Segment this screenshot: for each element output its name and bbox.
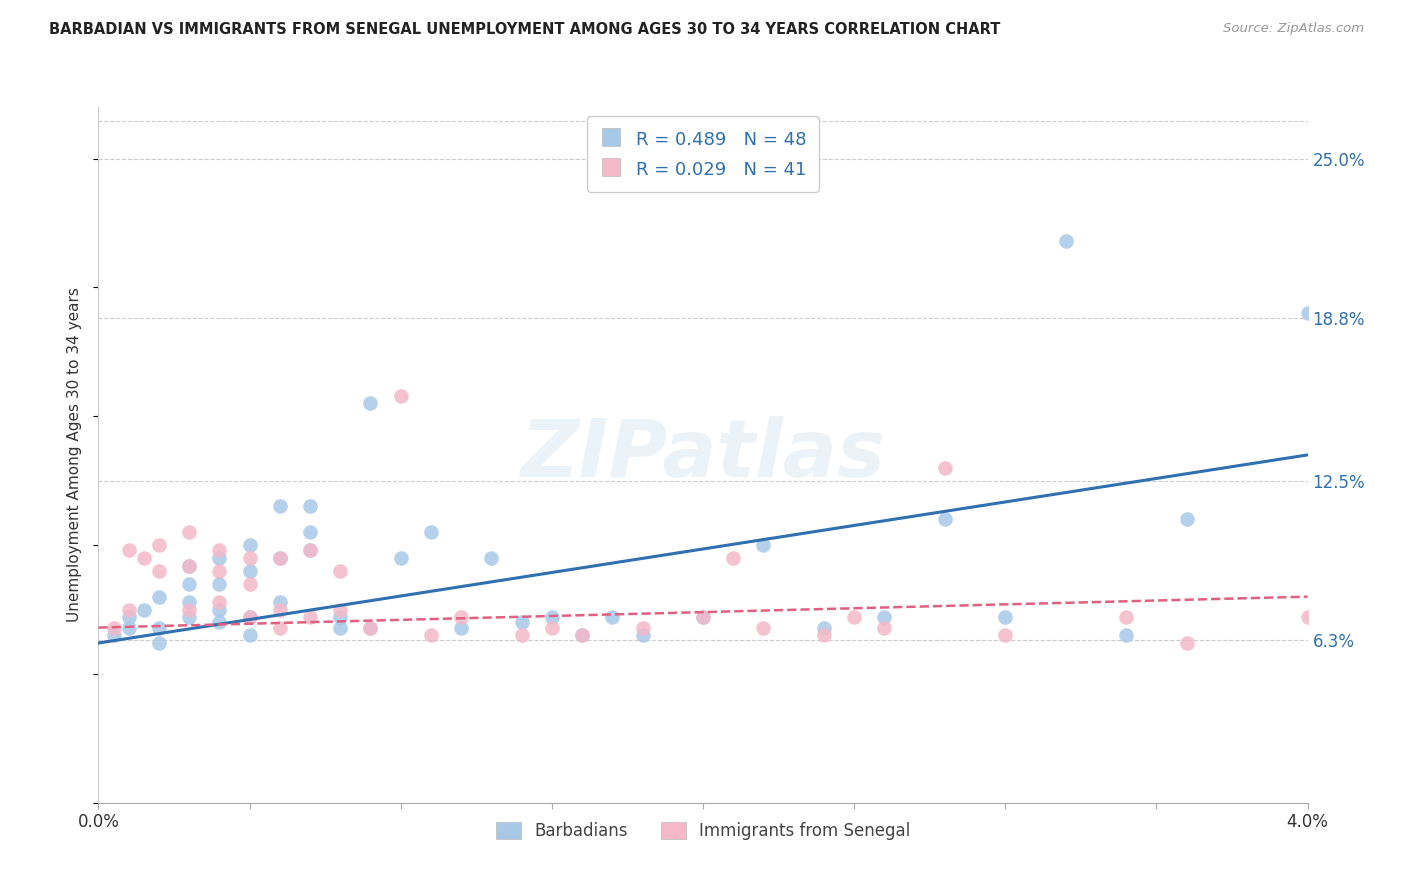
Barbadians (208, 576, 231, 591)
Barbadians (1175, 512, 1198, 526)
Immigrants from Senegal (269, 602, 291, 616)
Immigrants from Senegal (1115, 610, 1137, 624)
Immigrants from Senegal (631, 621, 654, 635)
Immigrants from Senegal (723, 551, 745, 566)
Immigrants from Senegal (329, 602, 352, 616)
Barbadians (239, 564, 262, 578)
Immigrants from Senegal (571, 628, 593, 642)
Barbadians (329, 621, 352, 635)
Barbadians (389, 551, 412, 566)
Barbadians (994, 610, 1017, 624)
Barbadians (299, 500, 322, 514)
Immigrants from Senegal (179, 602, 201, 616)
Barbadians (420, 525, 443, 540)
Immigrants from Senegal (1296, 610, 1319, 624)
Immigrants from Senegal (540, 621, 562, 635)
Barbadians (360, 396, 382, 410)
Immigrants from Senegal (269, 551, 291, 566)
Immigrants from Senegal (208, 564, 231, 578)
Barbadians (239, 610, 262, 624)
Barbadians (1054, 234, 1077, 248)
Barbadians (208, 615, 231, 630)
Immigrants from Senegal (510, 628, 533, 642)
Immigrants from Senegal (208, 595, 231, 609)
Barbadians (934, 512, 956, 526)
Text: BARBADIAN VS IMMIGRANTS FROM SENEGAL UNEMPLOYMENT AMONG AGES 30 TO 34 YEARS CORR: BARBADIAN VS IMMIGRANTS FROM SENEGAL UNE… (49, 22, 1001, 37)
Immigrants from Senegal (118, 602, 141, 616)
Legend: Barbadians, Immigrants from Senegal: Barbadians, Immigrants from Senegal (489, 815, 917, 847)
Barbadians (269, 551, 291, 566)
Barbadians (813, 621, 835, 635)
Barbadians (103, 628, 125, 642)
Barbadians (118, 621, 141, 635)
Barbadians (1296, 306, 1319, 320)
Immigrants from Senegal (813, 628, 835, 642)
Immigrants from Senegal (934, 460, 956, 475)
Barbadians (148, 590, 170, 604)
Barbadians (239, 538, 262, 552)
Immigrants from Senegal (329, 564, 352, 578)
Immigrants from Senegal (179, 525, 201, 540)
Immigrants from Senegal (179, 558, 201, 573)
Immigrants from Senegal (994, 628, 1017, 642)
Barbadians (208, 602, 231, 616)
Immigrants from Senegal (1175, 636, 1198, 650)
Barbadians (269, 595, 291, 609)
Barbadians (148, 636, 170, 650)
Immigrants from Senegal (118, 543, 141, 558)
Barbadians (1115, 628, 1137, 642)
Immigrants from Senegal (239, 551, 262, 566)
Immigrants from Senegal (450, 610, 472, 624)
Barbadians (269, 500, 291, 514)
Immigrants from Senegal (420, 628, 443, 642)
Immigrants from Senegal (148, 538, 170, 552)
Barbadians (510, 615, 533, 630)
Text: ZIPatlas: ZIPatlas (520, 416, 886, 494)
Immigrants from Senegal (239, 576, 262, 591)
Barbadians (631, 628, 654, 642)
Immigrants from Senegal (148, 564, 170, 578)
Barbadians (752, 538, 775, 552)
Barbadians (540, 610, 562, 624)
Text: Source: ZipAtlas.com: Source: ZipAtlas.com (1223, 22, 1364, 36)
Barbadians (148, 621, 170, 635)
Barbadians (179, 610, 201, 624)
Barbadians (571, 628, 593, 642)
Barbadians (179, 595, 201, 609)
Immigrants from Senegal (299, 610, 322, 624)
Barbadians (481, 551, 503, 566)
Immigrants from Senegal (299, 543, 322, 558)
Barbadians (602, 610, 624, 624)
Barbadians (179, 576, 201, 591)
Barbadians (118, 610, 141, 624)
Barbadians (299, 525, 322, 540)
Immigrants from Senegal (752, 621, 775, 635)
Barbadians (692, 610, 714, 624)
Immigrants from Senegal (239, 610, 262, 624)
Immigrants from Senegal (389, 389, 412, 403)
Immigrants from Senegal (844, 610, 866, 624)
Immigrants from Senegal (269, 621, 291, 635)
Barbadians (239, 628, 262, 642)
Immigrants from Senegal (103, 621, 125, 635)
Barbadians (873, 610, 896, 624)
Immigrants from Senegal (692, 610, 714, 624)
Immigrants from Senegal (360, 621, 382, 635)
Barbadians (208, 551, 231, 566)
Barbadians (132, 602, 155, 616)
Barbadians (179, 558, 201, 573)
Barbadians (360, 621, 382, 635)
Barbadians (299, 543, 322, 558)
Immigrants from Senegal (208, 543, 231, 558)
Barbadians (329, 610, 352, 624)
Immigrants from Senegal (132, 551, 155, 566)
Immigrants from Senegal (873, 621, 896, 635)
Barbadians (450, 621, 472, 635)
Y-axis label: Unemployment Among Ages 30 to 34 years: Unemployment Among Ages 30 to 34 years (67, 287, 83, 623)
